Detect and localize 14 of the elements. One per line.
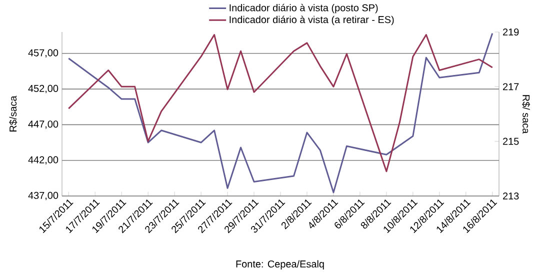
y-tick-label: 442,00 bbox=[28, 156, 58, 164]
legend-label: Indicador diário à vista (a retirar - ES) bbox=[230, 16, 394, 26]
source-note: Fonte: Cepea/Esalq bbox=[236, 260, 324, 270]
y2-axis-title: R$/ saca bbox=[522, 95, 530, 134]
y-tick-label: 437,00 bbox=[28, 192, 58, 200]
y-tick-label: 452,00 bbox=[28, 84, 58, 94]
y-tick-label: 447,00 bbox=[28, 120, 58, 129]
y2-tick-label: 215 bbox=[503, 138, 519, 145]
y-tick-label: 457,00 bbox=[28, 49, 58, 58]
y2-tick-label: 213 bbox=[503, 192, 519, 200]
y-axis-title: R$/saca bbox=[9, 96, 18, 132]
legend-label: Indicador diário à vista (posto SP) bbox=[230, 4, 378, 14]
y2-tick-label: 217 bbox=[503, 83, 519, 90]
y2-tick-label: 219 bbox=[503, 28, 519, 36]
